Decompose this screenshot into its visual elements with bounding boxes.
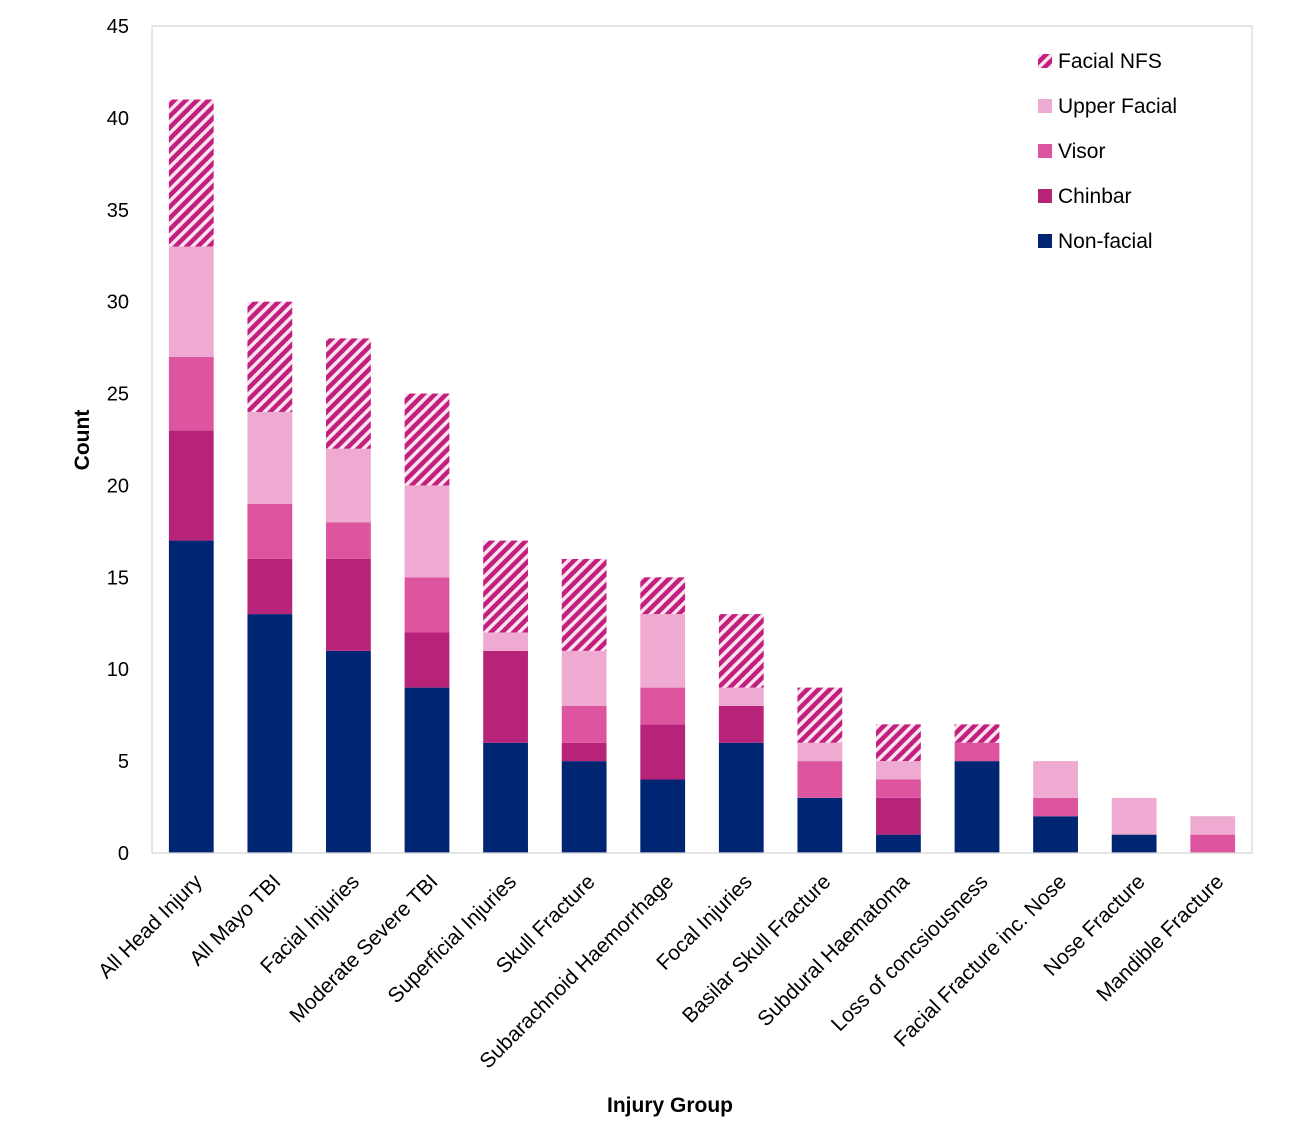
bar-segment-upper-facial: [640, 614, 686, 688]
bar-segment-upper-facial: [876, 761, 921, 780]
bar-segment-visor: [404, 577, 450, 633]
y-tick-label: 20: [107, 475, 129, 497]
bar-segment-chinbar: [483, 650, 528, 743]
legend-label-visor: Visor: [1058, 140, 1105, 163]
legend-label-upper-facial: Upper Facial: [1058, 95, 1177, 118]
bar-segment-non-facial: [876, 834, 921, 853]
bar-segment-visor: [561, 705, 607, 743]
bar-segment-visor: [1033, 797, 1078, 817]
bar-segment-non-facial: [718, 742, 764, 853]
legend-label-facial-nfs: Facial NFS: [1058, 50, 1162, 73]
bar-segment-non-facial: [1111, 834, 1157, 853]
bar-segment-facial-nfs: [640, 577, 686, 615]
bar-segment-non-facial: [561, 761, 607, 853]
bar-segment-non-facial: [797, 797, 843, 853]
x-tick-label: Moderate Severe TBI: [285, 870, 442, 1027]
y-tick-label: 10: [107, 659, 129, 681]
bar-segment-non-facial: [326, 650, 371, 853]
x-axis-title: Injury Group: [607, 1094, 733, 1117]
bar-segment-upper-facial: [1190, 816, 1236, 835]
bar-segment-chinbar: [404, 632, 450, 688]
bar-segment-upper-facial: [168, 246, 214, 357]
y-tick-label: 35: [107, 200, 129, 222]
y-axis-title: Count: [71, 410, 94, 471]
legend-swatch-chinbar: [1038, 189, 1052, 203]
bar-segment-chinbar: [247, 558, 293, 615]
bar-segment-non-facial: [168, 540, 214, 853]
bar-segment-visor: [1190, 834, 1236, 853]
bar-segment-chinbar: [561, 742, 607, 762]
y-tick-label: 40: [107, 108, 129, 130]
legend-swatch-visor: [1038, 144, 1052, 158]
bar-segment-visor: [326, 522, 371, 559]
x-tick-label: All Head Injury: [94, 870, 207, 983]
bar-segment-non-facial: [1033, 816, 1078, 853]
y-tick-labels: 0 5 10 15 20 25 30 35 40 45: [107, 16, 129, 865]
legend-label-chinbar: Chinbar: [1058, 185, 1132, 208]
legend: Facial NFS Upper Facial Visor Chinbar Non-fa…: [1038, 50, 1177, 253]
bar-segment-facial-nfs: [326, 338, 371, 449]
bar-segment-upper-facial: [483, 632, 528, 651]
bar-segment-chinbar: [640, 724, 686, 780]
legend-swatch-upper-facial: [1038, 99, 1052, 113]
bar-segment-facial-nfs: [247, 301, 293, 412]
bar-segment-upper-facial: [1033, 761, 1078, 798]
y-tick-label: 0: [118, 843, 129, 865]
y-tick-label: 15: [107, 567, 129, 589]
x-tick-label: Loss of concsiousness: [827, 870, 993, 1036]
bar-segment-visor: [954, 742, 1000, 762]
bar-segment-non-facial: [247, 614, 293, 853]
bar-segment-facial-nfs: [797, 687, 843, 743]
bar-segment-upper-facial: [561, 650, 607, 706]
y-tick-label: 30: [107, 292, 129, 314]
bar-segment-facial-nfs: [954, 724, 1000, 743]
bar-segment-upper-facial: [718, 687, 764, 706]
bar-segment-visor: [168, 356, 214, 431]
bar-segment-facial-nfs: [404, 393, 450, 486]
bar-segment-chinbar: [876, 797, 921, 835]
bar-segment-facial-nfs: [718, 614, 764, 688]
x-tick-label: Subdural Haematoma: [753, 870, 914, 1031]
bar-segment-facial-nfs: [561, 558, 607, 651]
bar-segment-facial-nfs: [876, 724, 921, 762]
legend-swatch-non-facial: [1038, 234, 1052, 248]
x-tick-label: Superficial Injuries: [384, 870, 522, 1008]
y-tick-label: 25: [107, 384, 129, 406]
bar-segment-chinbar: [718, 705, 764, 743]
bar-segment-upper-facial: [326, 448, 371, 523]
bar-segment-non-facial: [954, 761, 1000, 853]
bar-segment-facial-nfs: [483, 540, 528, 633]
bar-segment-non-facial: [483, 742, 528, 853]
bar-segment-facial-nfs: [168, 99, 214, 247]
bar-segment-chinbar: [168, 430, 214, 541]
bar-segment-visor: [797, 761, 843, 798]
bar-segment-upper-facial: [1111, 797, 1157, 835]
y-tick-label: 5: [118, 751, 129, 773]
bars-group: [168, 99, 1236, 853]
bar-segment-non-facial: [404, 687, 450, 853]
bar-segment-upper-facial: [797, 742, 843, 762]
bar-segment-visor: [876, 779, 921, 798]
legend-swatch-facial-nfs: [1038, 54, 1052, 68]
legend-label-non-facial: Non-facial: [1058, 230, 1153, 253]
bar-segment-non-facial: [640, 779, 686, 853]
bar-segment-visor: [247, 503, 293, 559]
bar-segment-chinbar: [326, 558, 371, 651]
y-tick-label: 45: [107, 16, 129, 38]
bar-segment-upper-facial: [247, 411, 293, 504]
bar-segment-visor: [640, 687, 686, 725]
bar-segment-upper-facial: [404, 485, 450, 578]
x-tick-label: Basilar Skull Fracture: [678, 870, 835, 1027]
